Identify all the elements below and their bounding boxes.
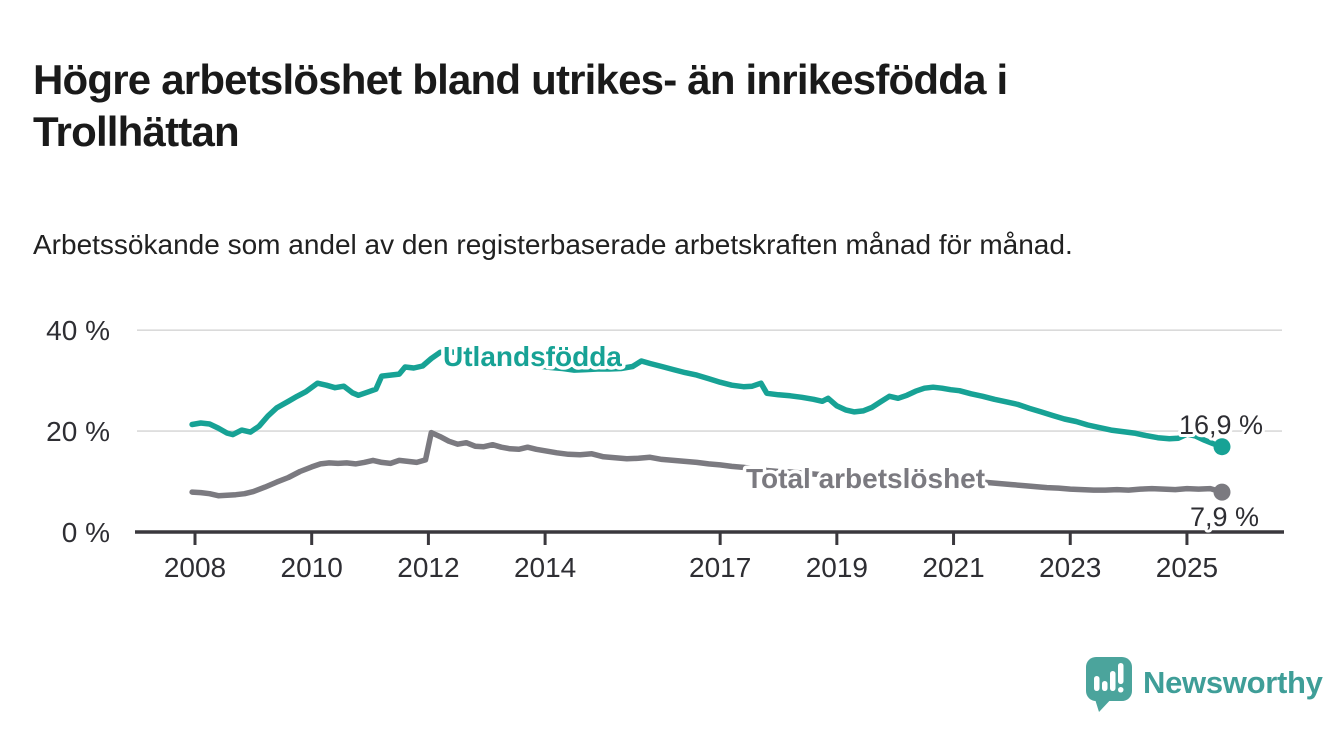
y-tick-label-20: 20 % — [46, 416, 110, 447]
x-tick-label-2014: 2014 — [514, 552, 576, 583]
y-tick-label-40: 40 % — [46, 315, 110, 346]
x-tick-label-2025: 2025 — [1156, 552, 1218, 583]
x-tick-label-2012: 2012 — [397, 552, 459, 583]
series-label-total: Total arbetslöshet — [746, 463, 985, 494]
x-tick-label-2010: 2010 — [281, 552, 343, 583]
x-tick-label-2021: 2021 — [922, 552, 984, 583]
series-line-total — [189, 429, 1225, 499]
x-tick-label-2017: 2017 — [689, 552, 751, 583]
brand-wordmark: Newsworthy — [1143, 665, 1323, 700]
page-title: Högre arbetslöshet bland utrikes- än inr… — [33, 56, 1008, 156]
newsworthy-speech-bubble-bar-chart-icon — [1086, 657, 1132, 712]
newsworthy-logo: Newsworthy — [1085, 656, 1323, 714]
series-label-utlandsfodda: Utlandsfödda — [443, 341, 622, 372]
series-line-utlandsfodda — [189, 348, 1225, 450]
end-value-label-total: 7,9 % — [1190, 502, 1259, 532]
x-tick-label-2023: 2023 — [1039, 552, 1101, 583]
x-tick-label-2019: 2019 — [806, 552, 868, 583]
series-end-dot-utlandsfodda — [1213, 438, 1231, 456]
y-tick-label-0: 0 % — [62, 517, 110, 548]
series-end-dot-total — [1213, 483, 1231, 501]
x-tick-label-2008: 2008 — [164, 552, 226, 583]
end-value-label-utlandsfodda: 16,9 % — [1179, 410, 1263, 440]
chart-subtitle: Arbetssökande som andel av den registerb… — [33, 229, 1073, 260]
